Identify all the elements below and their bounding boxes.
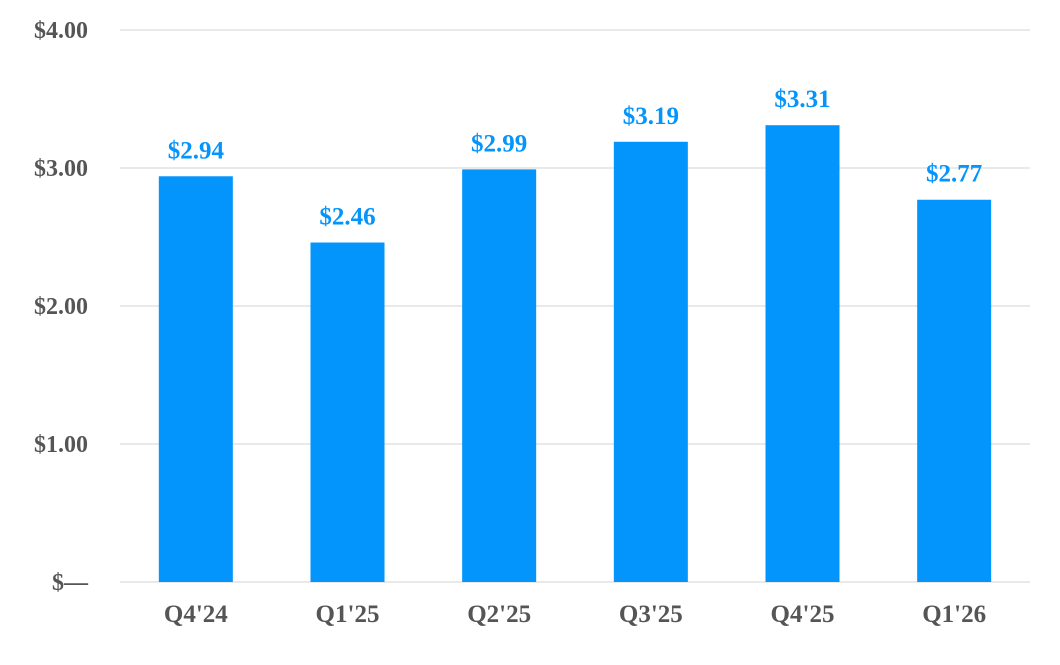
bar [310, 242, 385, 582]
bar-value-label: $2.99 [471, 130, 527, 157]
bar-value-label: $2.94 [168, 137, 225, 164]
x-tick-label: Q1'26 [922, 601, 986, 628]
bar [765, 125, 840, 582]
bar-value-label: $2.77 [926, 161, 982, 188]
x-tick-label: Q4'24 [164, 601, 228, 628]
bar [158, 176, 233, 582]
bar-value-label: $3.19 [623, 103, 679, 130]
bar-value-label: $3.31 [774, 86, 830, 113]
bar [613, 141, 688, 582]
x-tick-label: Q4'25 [771, 601, 835, 628]
x-axis-tick-labels: Q4'24 Q1'25 Q2'25 Q3'25 Q4'25 Q1'26 [164, 601, 986, 628]
bars [158, 125, 992, 583]
bar [917, 199, 992, 583]
x-tick-label: Q3'25 [619, 601, 683, 628]
gridlines [120, 29, 1030, 583]
y-tick-label: $4.00 [34, 18, 88, 44]
y-axis-tick-labels: $— $1.00 $2.00 $3.00 $4.00 [34, 18, 89, 596]
x-tick-label: Q1'25 [316, 601, 380, 628]
y-tick-label: $— [52, 570, 89, 596]
bar [462, 169, 537, 582]
y-tick-label: $3.00 [34, 156, 88, 182]
data-labels: $2.94 $2.46 $2.99 $3.19 $3.31 $2.77 [168, 86, 983, 230]
y-tick-label: $2.00 [34, 294, 88, 320]
bar-value-label: $2.46 [319, 204, 375, 231]
y-tick-label: $1.00 [34, 432, 88, 458]
x-tick-label: Q2'25 [467, 601, 531, 628]
